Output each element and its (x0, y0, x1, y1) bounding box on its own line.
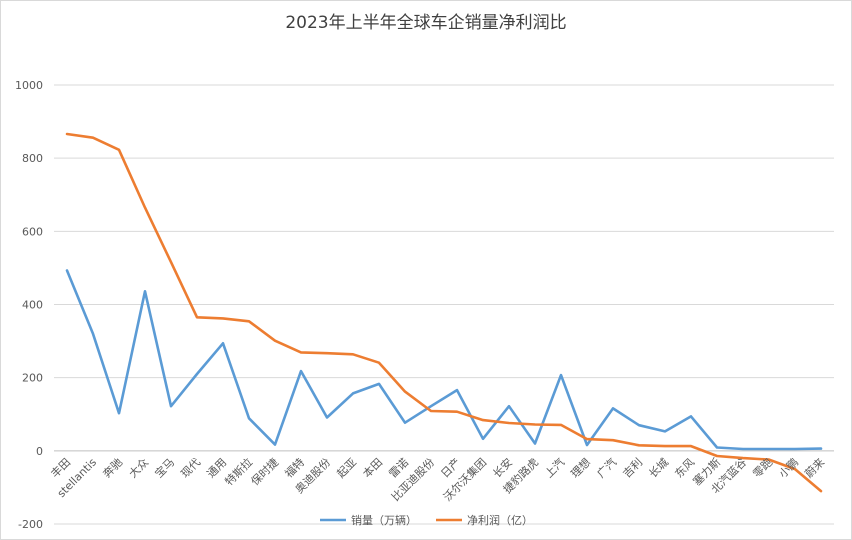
x-category-label: 特斯拉 (222, 455, 255, 488)
y-tick-label: 600 (22, 225, 43, 238)
x-category-label: 奔驰 (100, 455, 125, 480)
y-tick-label: 800 (22, 152, 43, 165)
y-tick-label: 200 (22, 372, 43, 385)
y-tick-label: 400 (22, 299, 43, 312)
series-line-2 (65, 132, 823, 493)
y-tick-label: 1000 (15, 79, 43, 92)
x-category-label: 长城 (646, 456, 671, 481)
x-category-label: 现代 (178, 456, 203, 481)
y-axis-ticks: -200 0 200 400 600 800 1000 (15, 79, 43, 531)
x-category-label: 上汽 (542, 455, 567, 480)
x-category-label: 理想 (568, 455, 593, 480)
chart-title: 2023年上半年全球车企销量净利润比 (285, 13, 567, 33)
gridlines (54, 84, 834, 525)
x-category-label: 广汽 (594, 455, 619, 480)
x-category-label: 吉利 (620, 456, 645, 481)
y-tick-label: 0 (36, 445, 43, 458)
series-lines (65, 132, 823, 493)
x-category-label: 起亚 (334, 456, 359, 481)
x-category-label: 宝马 (152, 455, 177, 480)
x-category-label: 大众 (126, 455, 151, 480)
series-line-1 (65, 269, 823, 451)
legend-label-1: 销量（万辆） (351, 513, 417, 527)
x-category-label: 保时捷 (248, 455, 281, 488)
y-tick-label: -200 (18, 518, 43, 531)
x-category-label: 本田 (360, 455, 385, 480)
legend-label-2: 净利润（亿） (467, 513, 533, 527)
x-category-label: 小鹏 (776, 456, 801, 481)
legend: 销量（万辆） 净利润（亿） (320, 513, 533, 527)
